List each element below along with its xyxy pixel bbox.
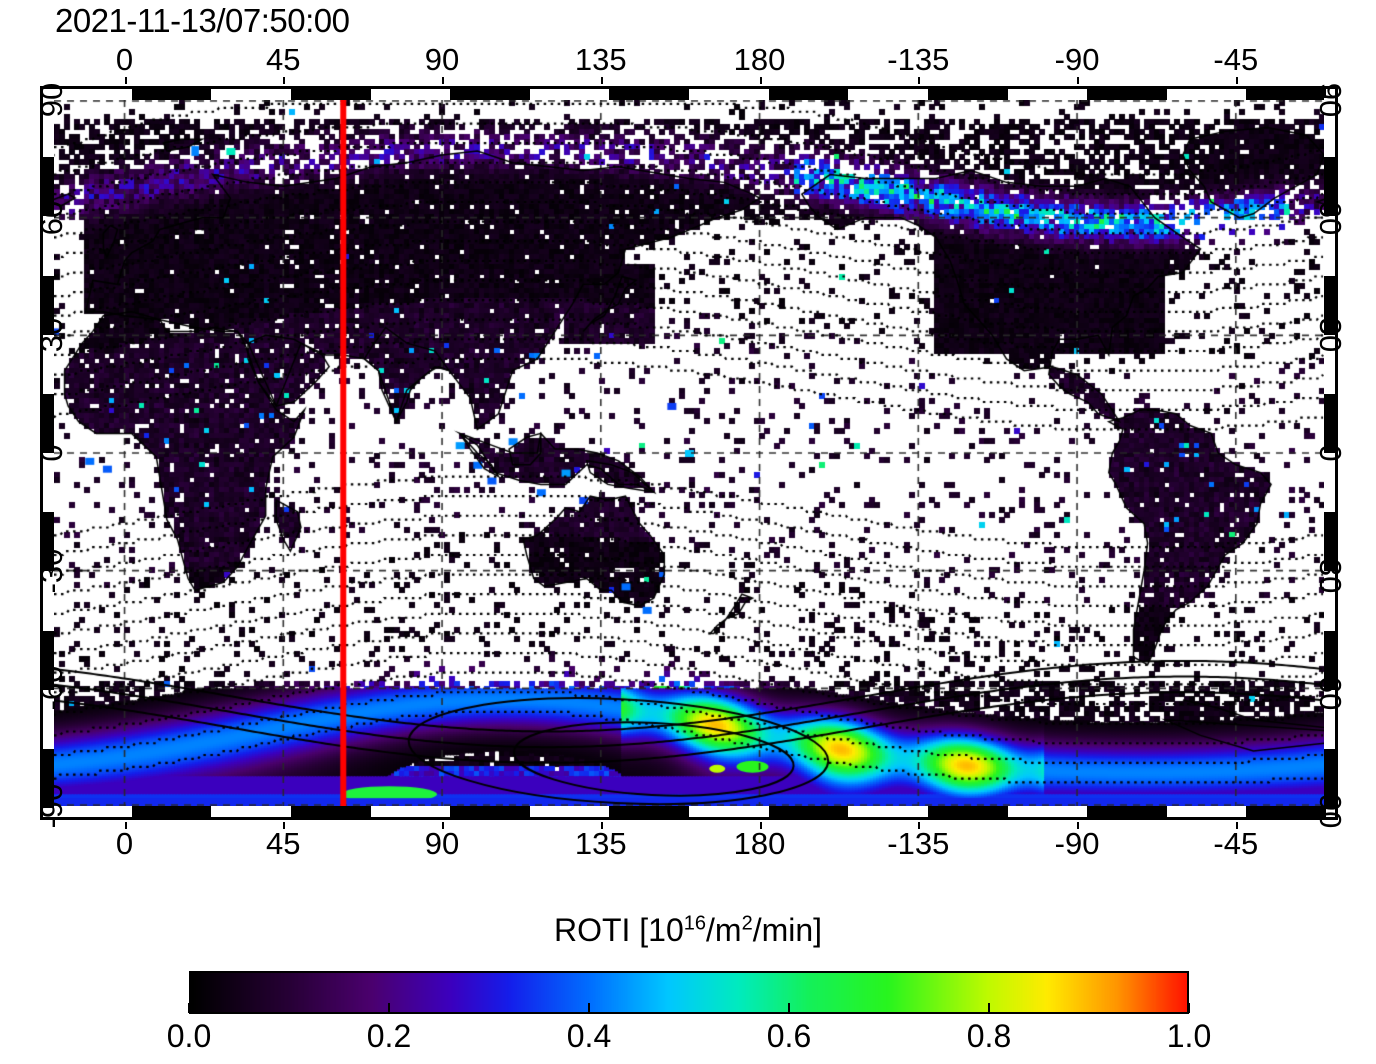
roti-heatmap-canvas (54, 100, 1324, 806)
lon-axis-label-top: 0 (115, 42, 134, 77)
lat-axis-label-left: 30 (34, 318, 69, 353)
page-title: 2021-11-13/07:50:00 (55, 2, 350, 39)
frame-band-bottom (52, 806, 1326, 817)
colorbar-tick-label: 0.0 (166, 1018, 212, 1054)
lon-tick (124, 77, 127, 84)
lon-axis-label-top: 45 (266, 42, 301, 77)
colorbar-exponent: 16 (683, 912, 707, 935)
lon-tick (283, 822, 286, 829)
colorbar-tick (188, 1003, 190, 1013)
lon-axis-label-bottom: -45 (1213, 826, 1259, 861)
lon-axis-label-bottom: 90 (424, 826, 460, 861)
colorbar-title-prefix: ROTI [10 (553, 912, 684, 948)
lon-axis-label-top: -45 (1213, 42, 1259, 77)
lat-axis-label-right: -90 (1313, 783, 1348, 829)
colorbar-title: ROTI [1016/m2/min] (554, 912, 822, 949)
lat-axis-label-left: 0 (34, 444, 69, 462)
colorbar-title-tail: /min] (752, 912, 823, 948)
lon-tick (918, 822, 921, 829)
map-data-area (54, 100, 1324, 806)
lat-axis-label-left: -30 (34, 548, 69, 594)
colorbar-tick (788, 1003, 790, 1013)
lon-tick (124, 822, 127, 829)
lat-axis-label-left: -90 (34, 783, 69, 829)
lon-axis-label-bottom: -135 (887, 826, 950, 861)
lon-tick (759, 822, 762, 829)
lon-tick (600, 822, 603, 829)
lat-axis-label-left: -60 (34, 665, 69, 711)
colorbar-tick (388, 1003, 390, 1013)
lon-tick (283, 77, 286, 84)
lon-axis-label-bottom: -90 (1054, 826, 1100, 861)
colorbar-gradient (191, 973, 1187, 1012)
lat-axis-label-right: 90 (1313, 82, 1348, 118)
colorbar-tick-label: 0.2 (366, 1018, 412, 1054)
frame-band-right (1324, 98, 1335, 808)
colorbar-tick (588, 1003, 590, 1013)
lat-axis-label-right: 60 (1313, 200, 1348, 235)
lon-axis-label-top: -90 (1054, 42, 1100, 77)
lat-axis-label-right: 30 (1313, 318, 1348, 353)
colorbar-tick-label: 0.4 (566, 1018, 612, 1054)
frame-band-left (43, 98, 54, 808)
lon-axis-label-top: 135 (574, 42, 627, 77)
lon-axis-label-bottom: 0 (115, 826, 134, 861)
colorbar-tick-label: 0.6 (766, 1018, 812, 1054)
lat-axis-label-right: 0 (1313, 444, 1348, 462)
colorbar-title-mid: /m (706, 912, 742, 948)
lat-axis-label-right: -30 (1313, 548, 1348, 594)
colorbar-tick (988, 1003, 990, 1013)
lat-axis-label-right: -60 (1313, 665, 1348, 711)
lon-tick (600, 77, 603, 84)
lon-tick (1235, 822, 1238, 829)
lon-tick (1077, 77, 1080, 84)
lon-axis-label-top: -135 (887, 42, 950, 77)
lon-axis-label-top: 90 (424, 42, 460, 77)
lon-tick (442, 822, 445, 829)
lon-tick (1077, 822, 1080, 829)
colorbar-exponent2: 2 (741, 912, 753, 935)
lon-tick (759, 77, 762, 84)
lon-axis-label-bottom: 180 (733, 826, 786, 861)
lon-tick (918, 77, 921, 84)
colorbar-tick-label: 1.0 (1166, 1018, 1212, 1054)
lon-axis-label-top: 180 (733, 42, 786, 77)
lon-tick (442, 77, 445, 84)
frame-band-top (52, 89, 1326, 100)
lat-axis-label-left: 60 (34, 200, 69, 235)
colorbar-tick-label: 0.8 (966, 1018, 1012, 1054)
lon-axis-label-bottom: 45 (266, 826, 301, 861)
lat-axis-label-left: 90 (34, 82, 69, 118)
lon-axis-label-bottom: 135 (574, 826, 627, 861)
colorbar[interactable] (189, 971, 1189, 1014)
colorbar-tick (1188, 1003, 1190, 1013)
map-plot (40, 86, 1338, 820)
lon-tick (1235, 77, 1238, 84)
